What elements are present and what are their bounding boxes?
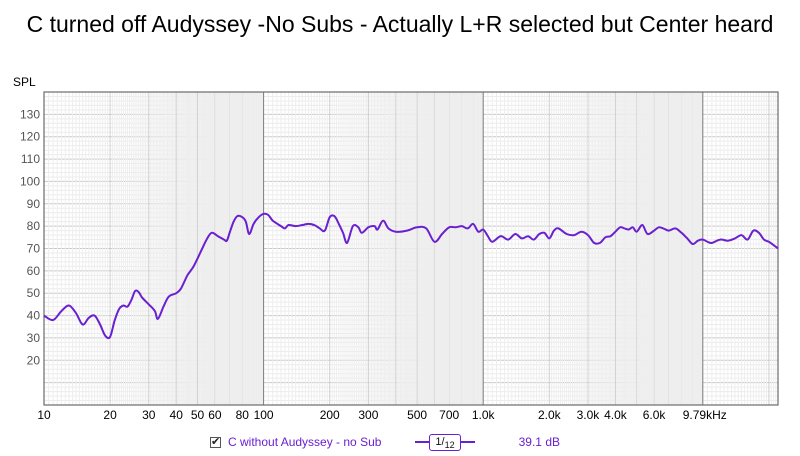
x-tick-label: 30 — [142, 408, 156, 422]
x-tick-label: 50 — [191, 408, 205, 422]
series-line — [43, 212, 779, 340]
x-tick-label: 80 — [236, 408, 250, 422]
y-tick-label: 130 — [20, 107, 40, 121]
legend-series-label[interactable]: C without Audyssey - no Sub — [228, 435, 382, 449]
x-tick-label: 9.79kHz — [683, 408, 727, 422]
x-tick-label: 300 — [358, 408, 378, 422]
series-line-swatch-right — [460, 441, 475, 443]
y-tick-label: 110 — [21, 152, 40, 166]
y-tick-label: 120 — [20, 130, 40, 144]
x-tick-label: 700 — [439, 408, 459, 422]
x-tick-label: 10 — [37, 408, 51, 422]
y-tick-label: 80 — [27, 219, 41, 233]
smoothing-selector[interactable]: 1/12 — [415, 433, 475, 451]
x-tick-label: 3.0k — [577, 408, 601, 422]
x-tick-label: 20 — [103, 408, 117, 422]
y-tick-label: 50 — [27, 286, 41, 300]
y-tick-label: 100 — [20, 174, 40, 188]
y-axis-label: SPL — [13, 75, 36, 89]
offset-value[interactable]: 39.1 dB — [518, 435, 560, 449]
x-tick-label: 2.0k — [538, 408, 562, 422]
x-tick-label: 6.0k — [643, 408, 667, 422]
x-tick-label: 500 — [407, 408, 427, 422]
series-layer — [43, 212, 779, 340]
x-tick-label: 200 — [320, 408, 340, 422]
y-tick-label: 20 — [27, 353, 41, 367]
x-tick-label: 40 — [170, 408, 184, 422]
x-tick-label: 100 — [254, 408, 274, 422]
smoothing-value[interactable]: 1/12 — [429, 433, 461, 451]
y-tick-label: 30 — [27, 331, 41, 345]
grid-layer — [43, 91, 779, 406]
x-tick-label: 1.0k — [472, 408, 496, 422]
series-line-swatch — [415, 441, 430, 443]
y-tick-label: 70 — [27, 242, 41, 256]
series-visibility-checkbox[interactable] — [210, 435, 221, 448]
x-tick-labels: 10 20 30 40 50 60 80 100 200 300 500 700 1.0k 2.0k 3.0… — [37, 408, 726, 422]
y-tick-label: 90 — [27, 197, 41, 211]
chart-title: C turned off Audyssey -No Subs - Actuall… — [26, 11, 774, 37]
y-tick-label: 40 — [27, 309, 41, 323]
legend: C without Audyssey - no Sub 1/12 39.1 dB — [210, 432, 560, 452]
y-tick-label: 60 — [27, 264, 41, 278]
smoothing-denominator: 12 — [444, 439, 455, 450]
y-tick-labels: 20 30 40 50 60 70 80 90 100 110 120 130 — [20, 107, 40, 367]
x-tick-label: 4.0k — [604, 408, 628, 422]
smoothing-numerator: 1 — [435, 435, 442, 448]
x-tick-label: 60 — [208, 408, 222, 422]
